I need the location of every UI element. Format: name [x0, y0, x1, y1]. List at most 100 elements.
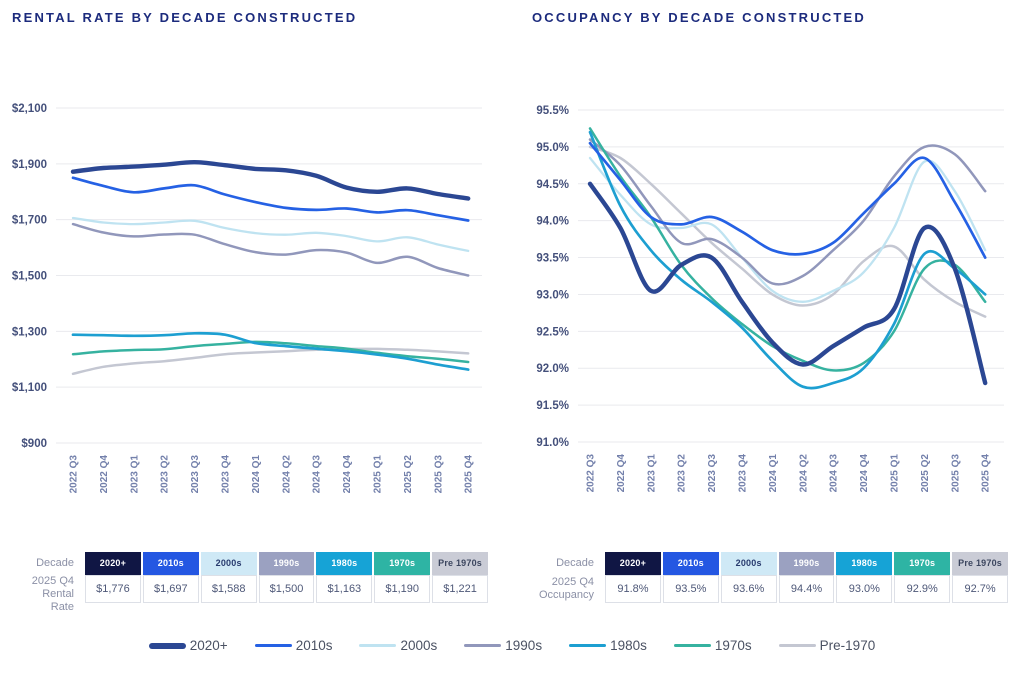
x-axis-tick-label: 2024 Q1: [768, 454, 779, 493]
table-value-cell: 91.8%: [605, 575, 661, 603]
x-axis-tick-label: 2025 Q3: [950, 454, 961, 493]
x-axis-tick-label: 2025 Q1: [373, 455, 384, 494]
series-line-pre-1970[interactable]: [588, 145, 987, 318]
table-value-cell: 94.4%: [778, 575, 835, 603]
occupancy-summary-table: Decade 2020+ 2010s 2000s 1990s 1980s 1970s Pre…: [536, 552, 1009, 603]
chart-title-occupancy: OCCUPANCY BY DECADE CONSTRUCTED: [532, 10, 867, 25]
series-line-2010s[interactable]: [588, 141, 987, 259]
y-axis-tick-label: $2,100: [12, 103, 47, 115]
series-line-2020-[interactable]: [70, 159, 471, 201]
y-axis-tick-label: $1,100: [12, 382, 47, 394]
rental-rate-summary-table: Decade 2020+ 2010s 2000s 1990s 1980s 1970s Pre…: [16, 552, 489, 614]
legend-label: 1980s: [610, 638, 647, 653]
table-header-cell-pre-1970: Pre 1970s: [952, 552, 1009, 575]
legend-label: 2010s: [295, 638, 333, 653]
table-header-cell-1970s: 1970s: [374, 552, 431, 575]
table-header-cell-1970s: 1970s: [894, 552, 951, 575]
series-line-pre-1970[interactable]: [71, 347, 470, 376]
legend-item-2010s[interactable]: 2010s: [254, 638, 333, 653]
legend-item-1980s[interactable]: 1980s: [569, 638, 647, 653]
occupancy-line-chart: 95.5% 95.0% 94.5% 94.0% 93.5% 93.0% 92.5% 92.0%…: [536, 105, 1004, 493]
y-axis-tick-label: $1,700: [12, 215, 47, 227]
legend-item-1970s[interactable]: 1970s: [673, 638, 752, 653]
table-header-cell-1990s: 1990s: [778, 552, 835, 575]
chart-legend: 2020+ 2010s 2000s 1990s 1980s 1970s Pre-1970: [0, 638, 1024, 653]
y-axis-tick-label: $1,500: [12, 271, 47, 283]
table-corner-label-text: Decade: [556, 557, 594, 569]
y-axis-tick-label: 93.0%: [536, 289, 569, 301]
table-value-cell: 93.0%: [836, 575, 893, 603]
series-line-2000s[interactable]: [588, 156, 987, 303]
table-corner-label-text: Decade: [36, 557, 74, 569]
y-axis-tick-label: 95.0%: [536, 142, 569, 154]
x-axis-tick-label: 2023 Q3: [190, 455, 201, 494]
table-value-cell: $1,697: [142, 575, 199, 603]
series-line-2000s[interactable]: [71, 216, 470, 253]
x-axis-tick-label: 2024 Q1: [251, 455, 262, 494]
table-header-cell-2010s: 2010s: [662, 552, 719, 575]
legend-line-swatch: [569, 643, 607, 648]
series-line-1990s[interactable]: [71, 222, 470, 277]
x-axis-tick-label: 2025 Q4: [464, 455, 475, 494]
table-value-cell: 93.6%: [720, 575, 777, 603]
x-axis-tick-label: 2024 Q4: [859, 454, 870, 493]
x-axis-tick-label: 2023 Q4: [221, 455, 232, 494]
table-row-label: 2025 Q4 Occupancy: [536, 575, 603, 603]
table-header-cell-1980s: 1980s: [836, 552, 893, 575]
table-header-cell-2020-: 2020+: [85, 552, 141, 575]
table-row-label-line1: 2025 Q4: [31, 575, 74, 587]
legend-label: Pre-1970: [819, 638, 876, 653]
table-header-row: Decade 2020+ 2010s 2000s 1990s 1980s 1970s Pre…: [16, 552, 489, 575]
legend-line-swatch: [359, 643, 397, 648]
table-value-cell: 92.7%: [952, 575, 1009, 603]
legend-line-swatch: [464, 643, 502, 648]
legend-line-swatch: [148, 642, 186, 649]
y-axis-tick-label: 92.5%: [536, 326, 569, 338]
x-axis-tick-label: 2022 Q3: [586, 454, 597, 493]
y-axis-tick-label: $900: [21, 438, 47, 450]
table-value-row: 2025 Q4 Rental Rate $1,776 $1,697 $1,588 $1…: [16, 575, 489, 614]
table-header-cell-pre-1970: Pre 1970s: [432, 552, 489, 575]
legend-line-swatch: [254, 643, 292, 648]
legend-label: 1970s: [714, 638, 752, 653]
table-value-cell: $1,776: [85, 575, 141, 603]
table-value-cell: $1,500: [258, 575, 315, 603]
table-row-label-line2: Rental Rate: [42, 588, 74, 613]
series-line-1970s[interactable]: [71, 340, 470, 364]
y-axis-tick-label: 93.5%: [536, 253, 569, 265]
x-axis-tick-label: 2025 Q2: [403, 455, 414, 494]
series-line-2010s[interactable]: [71, 176, 470, 222]
x-axis-tick-label: 2024 Q4: [342, 455, 353, 494]
series-line-2020-[interactable]: [587, 181, 988, 386]
table-header-row: Decade 2020+ 2010s 2000s 1990s 1980s 1970s Pre…: [536, 552, 1009, 575]
x-axis-tick-label: 2025 Q3: [433, 455, 444, 494]
x-axis-tick-label: 2024 Q3: [829, 454, 840, 493]
series-line-1980s[interactable]: [71, 331, 470, 371]
series-line-1970s[interactable]: [588, 127, 987, 372]
series-line-1980s[interactable]: [588, 130, 987, 390]
series-line-1990s[interactable]: [588, 138, 987, 286]
y-axis-tick-label: $1,900: [12, 159, 47, 171]
x-axis-tick-label: 2022 Q4: [616, 454, 627, 493]
table-corner-label: Decade: [16, 552, 83, 575]
legend-item-2000s[interactable]: 2000s: [359, 638, 437, 653]
y-axis-tick-label: 94.0%: [536, 216, 569, 228]
x-axis-tick-label: 2023 Q3: [707, 454, 718, 493]
x-axis-tick-label: 2024 Q2: [798, 454, 809, 493]
legend-label: 1990s: [505, 638, 543, 653]
table-header-cell-2010s: 2010s: [142, 552, 199, 575]
x-axis-tick-label: 2024 Q2: [281, 455, 292, 494]
y-axis-tick-label: 95.5%: [536, 105, 569, 117]
legend-item-pre-1970[interactable]: Pre-1970: [778, 638, 876, 653]
legend-item-1990s[interactable]: 1990s: [464, 638, 542, 653]
y-axis-tick-label: 91.0%: [536, 437, 569, 449]
legend-label: 2020+: [189, 638, 228, 653]
legend-line-swatch: [673, 643, 711, 648]
table-header-cell-2000s: 2000s: [200, 552, 257, 575]
table-header-cell-2020-: 2020+: [605, 552, 661, 575]
y-axis-tick-label: $1,300: [12, 326, 47, 338]
x-axis-tick-label: 2023 Q1: [646, 454, 657, 493]
table-value-cell: 92.9%: [894, 575, 951, 603]
legend-item-2020-[interactable]: 2020+: [148, 638, 228, 653]
